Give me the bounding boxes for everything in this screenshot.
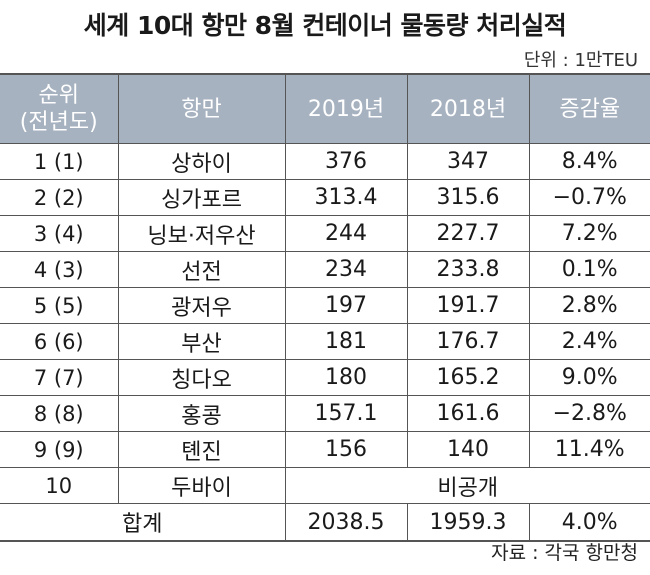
cell-2018: 176.7 (406, 323, 530, 360)
cell-port: 톈진 (117, 431, 286, 468)
cell-2018: 315.6 (406, 179, 530, 216)
cell-change: 7.2% (528, 215, 650, 252)
page-title: 세계 10대 항만 8월 컨테이너 물동량 처리실적 (83, 11, 567, 40)
table-row: 3 (4) 닝보·저우산 244 227.7 7.2% (0, 215, 650, 252)
table-header-row: 순위 (전년도) 항만 2019년 2018년 증감율 (0, 73, 650, 144)
table-row: 8 (8) 홍콩 157.1 161.6 −2.8% (0, 395, 650, 432)
cell-rank: 9 (9) (0, 431, 119, 468)
total-2019: 2038.5 (284, 503, 408, 542)
cell-2019: 157.1 (284, 395, 408, 432)
cell-port: 싱가포르 (117, 179, 286, 216)
total-2018: 1959.3 (406, 503, 530, 542)
cell-change: −0.7% (528, 179, 650, 216)
cell-change: 8.4% (528, 143, 650, 180)
source-note: 자료 : 각국 항만청 (491, 542, 638, 564)
cell-change: 2.8% (528, 287, 650, 324)
header-rank-line2: (전년도) (19, 110, 98, 135)
cell-2019: 234 (284, 251, 408, 288)
table-row: 4 (3) 선전 234 233.8 0.1% (0, 251, 650, 288)
cell-change: 9.0% (528, 359, 650, 396)
header-2019: 2019년 (284, 73, 408, 144)
header-rank-line1: 순위 (38, 83, 79, 108)
cell-rank: 10 (0, 467, 119, 504)
cell-change: 0.1% (528, 251, 650, 288)
cell-port: 두바이 (117, 467, 286, 504)
cell-2018: 140 (406, 431, 530, 468)
cell-port: 닝보·저우산 (117, 215, 286, 252)
cell-rank: 3 (4) (0, 215, 119, 252)
cell-2019: 197 (284, 287, 408, 324)
cell-2018: 227.7 (406, 215, 530, 252)
table-row: 1 (1) 상하이 376 347 8.4% (0, 143, 650, 180)
total-label: 합계 (0, 503, 286, 542)
cell-change: −2.8% (528, 395, 650, 432)
cell-change: 11.4% (528, 431, 650, 468)
cell-2019: 313.4 (284, 179, 408, 216)
cell-port: 칭다오 (117, 359, 286, 396)
table-row: 7 (7) 칭다오 180 165.2 9.0% (0, 359, 650, 396)
cell-2018: 191.7 (406, 287, 530, 324)
cell-rank: 8 (8) (0, 395, 119, 432)
cell-2019: 376 (284, 143, 408, 180)
cell-change: 2.4% (528, 323, 650, 360)
cell-undisclosed: 비공개 (284, 467, 650, 504)
table-row: 6 (6) 부산 181 176.7 2.4% (0, 323, 650, 360)
cell-rank: 4 (3) (0, 251, 119, 288)
cell-2019: 244 (284, 215, 408, 252)
cell-rank: 2 (2) (0, 179, 119, 216)
cell-port: 상하이 (117, 143, 286, 180)
cell-rank: 6 (6) (0, 323, 119, 360)
cell-port: 부산 (117, 323, 286, 360)
header-rank: 순위 (전년도) (0, 73, 119, 144)
table-row: 2 (2) 싱가포르 313.4 315.6 −0.7% (0, 179, 650, 216)
cell-port: 홍콩 (117, 395, 286, 432)
cell-2018: 165.2 (406, 359, 530, 396)
total-change: 4.0% (528, 503, 650, 542)
cell-2018: 161.6 (406, 395, 530, 432)
header-change: 증감율 (528, 73, 650, 144)
cell-2019: 181 (284, 323, 408, 360)
cell-port: 선전 (117, 251, 286, 288)
cell-rank: 7 (7) (0, 359, 119, 396)
cell-2019: 156 (284, 431, 408, 468)
header-2018: 2018년 (406, 73, 530, 144)
total-row: 합계 2038.5 1959.3 4.0% (0, 503, 650, 542)
unit-label: 단위 : 1만TEU (523, 50, 638, 71)
cell-rank: 5 (5) (0, 287, 119, 324)
cell-rank: 1 (1) (0, 143, 119, 180)
table-row: 10 두바이 비공개 (0, 467, 650, 504)
cell-port: 광저우 (117, 287, 286, 324)
cell-2019: 180 (284, 359, 408, 396)
port-throughput-table: 순위 (전년도) 항만 2019년 2018년 증감율 1 (1) 상하이 37… (0, 73, 650, 542)
cell-2018: 347 (406, 143, 530, 180)
cell-2018: 233.8 (406, 251, 530, 288)
table-row: 5 (5) 광저우 197 191.7 2.8% (0, 287, 650, 324)
header-port: 항만 (117, 73, 286, 144)
table-row: 9 (9) 톈진 156 140 11.4% (0, 431, 650, 468)
